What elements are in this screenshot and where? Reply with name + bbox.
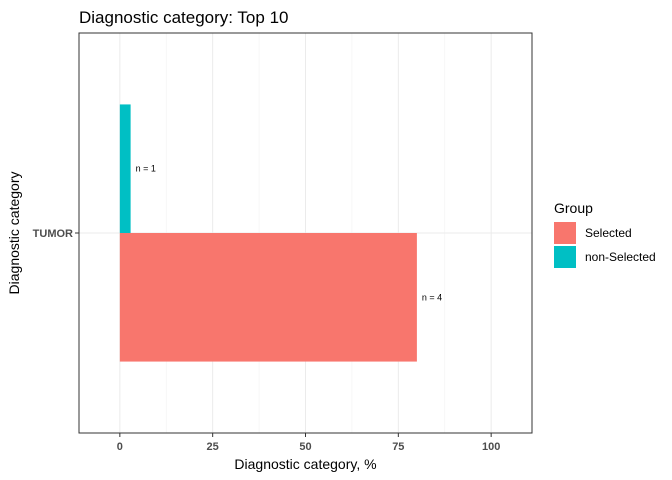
y-tick-label: TUMOR — [33, 228, 73, 240]
x-axis-title: Diagnostic category, % — [234, 456, 376, 472]
x-tick-label: 75 — [392, 441, 404, 453]
chart-title: Diagnostic category: Top 10 — [79, 8, 288, 27]
y-axis-title: Diagnostic category — [6, 172, 22, 295]
legend-swatch — [554, 246, 576, 268]
data-label: n = 4 — [422, 292, 442, 302]
bar-selected — [119, 233, 417, 362]
legend-title: Group — [554, 200, 593, 216]
legend: Group Selected non-Selected — [554, 200, 656, 268]
legend-label: non-Selected — [585, 250, 656, 264]
legend-label: Selected — [585, 226, 632, 240]
y-axis-ticks: TUMOR — [33, 228, 79, 240]
data-label: n = 1 — [136, 164, 156, 174]
data-labels: n = 4 n = 1 — [136, 164, 443, 303]
bars — [119, 104, 417, 362]
bar-non-selected — [119, 104, 131, 233]
legend-swatch — [554, 222, 576, 244]
x-tick-label: 50 — [299, 441, 311, 453]
x-tick-label: 100 — [482, 441, 500, 453]
x-tick-label: 25 — [207, 441, 219, 453]
x-tick-label: 0 — [117, 441, 123, 453]
x-axis-ticks: 0 25 50 75 100 — [117, 433, 500, 453]
